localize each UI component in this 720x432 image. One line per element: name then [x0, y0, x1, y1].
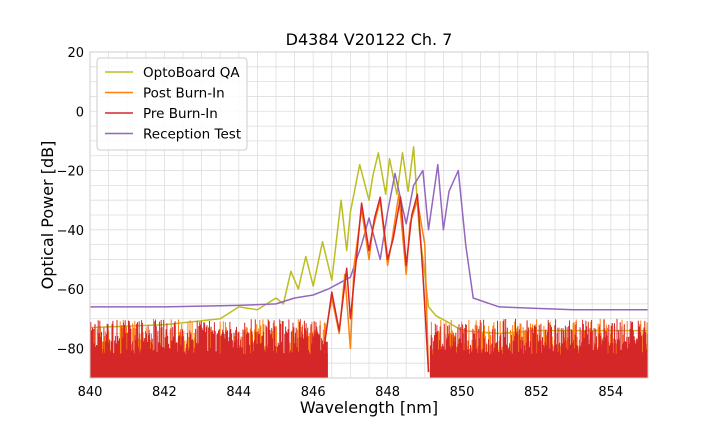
x-tick-label: 848: [375, 385, 400, 400]
pre-burn-in-line: [319, 193, 430, 373]
y-tick-label: −40: [57, 224, 84, 239]
x-axis-label: Wavelength [nm]: [300, 398, 438, 417]
legend-label-optoboard-qa: OptoBoard QA: [143, 65, 240, 81]
plot-frame: [89, 51, 649, 379]
y-tick-label: −20: [57, 165, 84, 180]
chart-title: D4384 V20122 Ch. 7: [286, 30, 453, 49]
x-tick-label: 840: [78, 385, 103, 400]
legend-label-pre-burn-in: Pre Burn-In: [143, 106, 218, 122]
x-tick-label: 846: [301, 385, 326, 400]
legend-label-reception-test: Reception Test: [143, 127, 241, 143]
y-tick-label: 0: [76, 105, 84, 120]
x-tick-label: 850: [450, 385, 475, 400]
y-tick-label: −60: [57, 283, 84, 298]
series-layer: [90, 146, 648, 378]
pre-burn-in-noise: [429, 318, 648, 378]
x-tick-label: 852: [524, 385, 549, 400]
y-tick-label: −80: [57, 342, 84, 357]
y-axis-ticks: 20 0 −20 −40 −60 −80: [57, 46, 84, 357]
x-tick-label: 842: [152, 385, 177, 400]
legend-label-post-burn-in: Post Burn-In: [143, 86, 225, 102]
legend: OptoBoard QA Post Burn-In Pre Burn-In Recep…: [96, 57, 248, 151]
x-axis-ticks: 840 842 844 846 848 850 852 854: [78, 385, 624, 400]
optoboard-qa-line: [90, 146, 648, 335]
pre-burn-in-noise: [90, 319, 328, 378]
legend-box: [96, 57, 248, 151]
x-tick-label: 854: [598, 385, 623, 400]
x-tick-label: 844: [226, 385, 251, 400]
reception-test-line: [90, 163, 648, 311]
y-tick-label: 20: [67, 46, 84, 61]
y-axis-label: Optical Power [dB]: [38, 141, 57, 290]
